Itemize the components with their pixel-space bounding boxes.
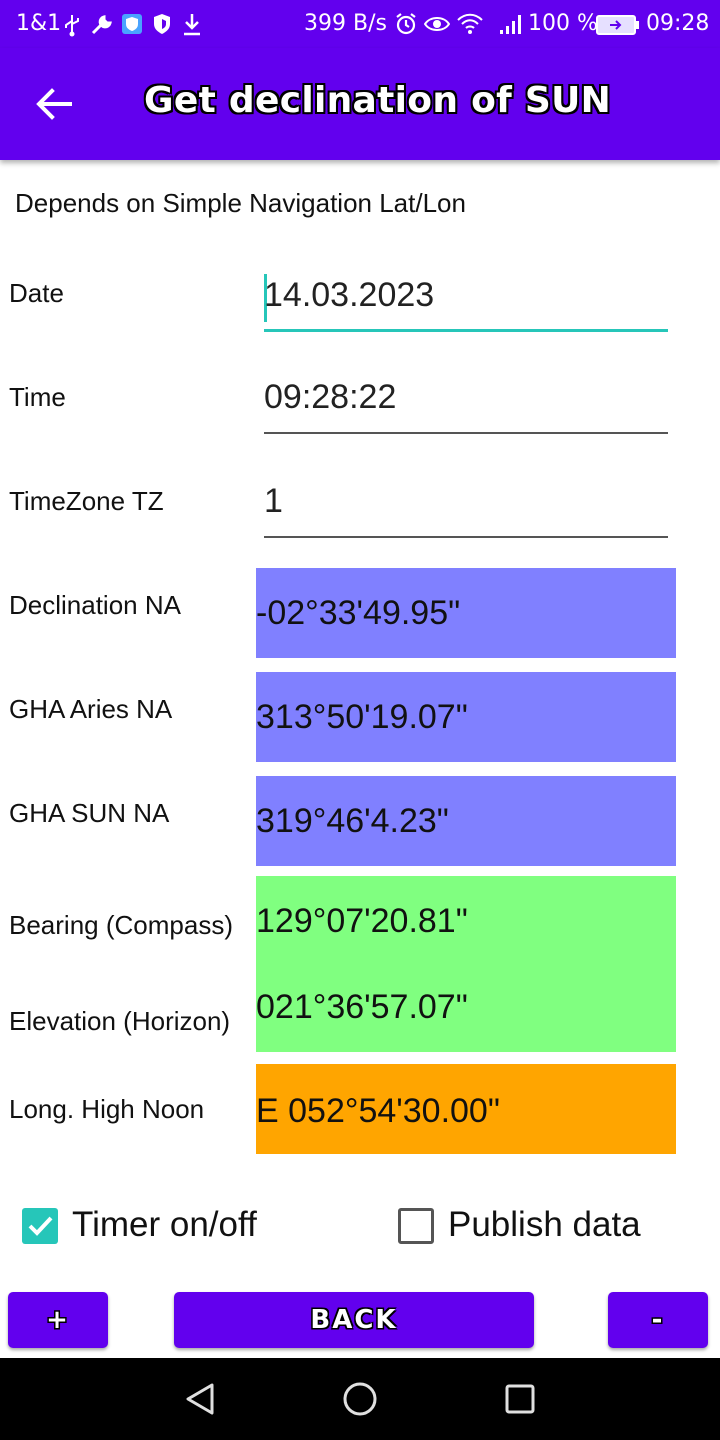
plus-button[interactable]: +: [8, 1292, 108, 1348]
battery-percent: 100 %: [528, 11, 598, 36]
wrench-icon: [91, 15, 112, 35]
alarm-icon: [396, 13, 416, 35]
timezone-field[interactable]: [264, 478, 668, 538]
date-input[interactable]: [264, 276, 668, 315]
time-field[interactable]: [264, 374, 668, 434]
publish-toggle[interactable]: Publish data: [398, 1198, 698, 1254]
time-input[interactable]: [264, 378, 668, 417]
date-label: Date: [9, 278, 64, 308]
net-speed: 399 B/s: [304, 11, 387, 36]
nav-recents-icon[interactable]: [504, 1383, 536, 1415]
clock: 09:28: [646, 11, 710, 36]
checkbox-unchecked-icon[interactable]: [398, 1208, 434, 1244]
gha-aries-label: GHA Aries NA: [9, 694, 173, 724]
timezone-label: TimeZone TZ: [9, 486, 164, 516]
timer-toggle[interactable]: Timer on/off: [22, 1198, 322, 1254]
system-nav-bar: [0, 1358, 720, 1440]
wifi-icon: [457, 13, 483, 34]
signal-icon: [500, 15, 521, 34]
usb-icon: [65, 15, 79, 37]
minus-button[interactable]: -: [608, 1292, 708, 1348]
battery-icon: [596, 15, 639, 35]
publish-label: Publish data: [448, 1205, 641, 1244]
gha-aries-value: 313°50'19.07": [256, 698, 468, 736]
nav-back-icon[interactable]: [184, 1382, 216, 1416]
gha-sun-label: GHA SUN NA: [9, 798, 170, 828]
page-title: Get declination of SUN: [144, 80, 612, 121]
status-bar: 1&1 399 B/s 100 % 0: [0, 0, 720, 48]
eye-icon: [424, 17, 450, 31]
declination-value: -02°33'49.95": [256, 594, 461, 632]
bearing-elevation-box: 129°07'20.81" 021°36'57.07": [256, 876, 676, 1052]
download-icon: [184, 14, 200, 36]
back-arrow-icon[interactable]: [28, 80, 80, 128]
high-noon-label: Long. High Noon: [9, 1094, 205, 1124]
shield-icon: [122, 14, 142, 34]
bearing-label: Bearing (Compass): [9, 910, 233, 940]
gha-sun-value: 319°46'4.23": [256, 802, 449, 840]
timezone-input[interactable]: [264, 482, 668, 521]
declination-label: Declination NA: [9, 590, 181, 620]
back-button[interactable]: BACK: [174, 1292, 534, 1348]
date-field[interactable]: [264, 272, 668, 332]
declination-box: -02°33'49.95": [256, 568, 676, 658]
gha-aries-box: 313°50'19.07": [256, 672, 676, 762]
elevation-value: 021°36'57.07": [256, 988, 468, 1026]
elevation-label: Elevation (Horizon): [9, 1006, 231, 1036]
nav-home-icon[interactable]: [342, 1381, 378, 1417]
timer-label: Timer on/off: [72, 1205, 257, 1244]
bearing-value: 129°07'20.81": [256, 902, 468, 940]
high-noon-box: E 052°54'30.00": [256, 1064, 676, 1154]
app-bar: Get declination of SUN: [0, 48, 720, 160]
high-noon-value: E 052°54'30.00": [256, 1092, 500, 1130]
time-label: Time: [9, 382, 66, 412]
gha-sun-box: 319°46'4.23": [256, 776, 676, 866]
carrier-label: 1&1: [16, 11, 62, 36]
checkbox-checked-icon[interactable]: [22, 1208, 58, 1244]
subtitle: Depends on Simple Navigation Lat/Lon: [15, 188, 466, 218]
shield-icon: [154, 14, 170, 34]
